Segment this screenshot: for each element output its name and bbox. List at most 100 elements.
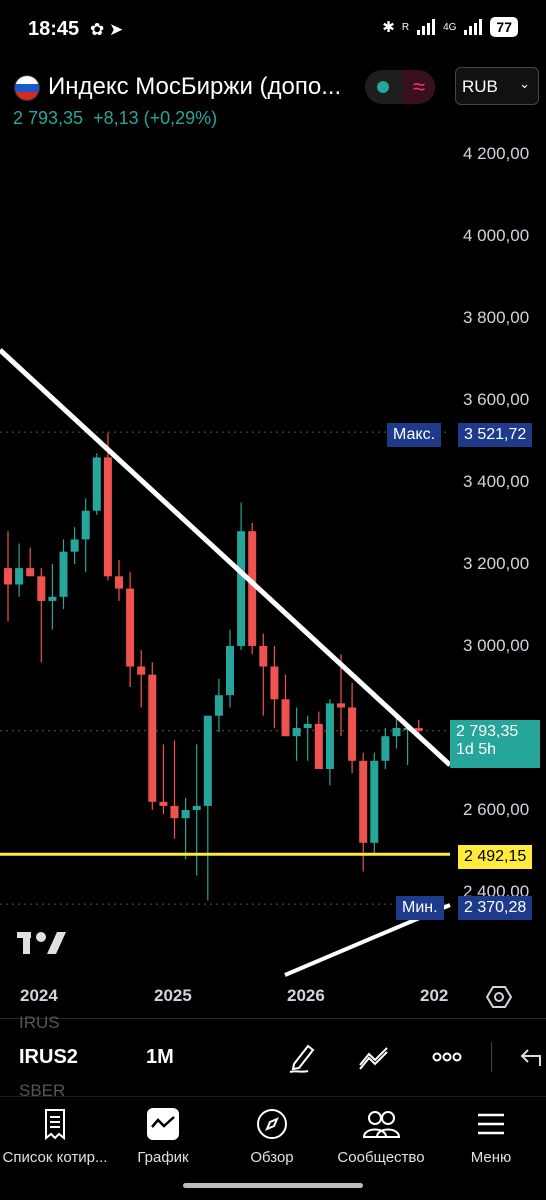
nav-watchlist[interactable]: Список котир...: [0, 1107, 110, 1166]
home-indicator: [183, 1183, 363, 1188]
candle-body: [337, 703, 345, 708]
price-chart[interactable]: [0, 130, 546, 980]
menu-icon: [478, 1113, 504, 1135]
chart-settings-icon[interactable]: [486, 984, 512, 1010]
candle-body: [26, 568, 35, 577]
level-line-tag: 2 492,15: [458, 845, 533, 869]
tradingview-logo-icon: [17, 932, 66, 954]
nav-menu[interactable]: Меню: [436, 1107, 546, 1166]
nav-label: Обзор: [250, 1149, 294, 1166]
battery-icon: 77: [490, 17, 518, 37]
time-label-2025: 2025: [154, 986, 192, 1005]
community-icon: [362, 1111, 401, 1138]
wave-icon: ≈: [403, 70, 435, 104]
nav-overview[interactable]: Обзор: [217, 1107, 327, 1166]
signal-icon: [417, 19, 436, 35]
candle-body: [15, 568, 24, 585]
candle-body: [237, 531, 246, 646]
nav-community[interactable]: Сообщество: [326, 1107, 436, 1166]
send-icon: ➤: [108, 20, 124, 39]
candle-body: [292, 728, 301, 737]
candle-body: [303, 723, 312, 728]
nav-label: Меню: [470, 1149, 512, 1166]
current-price-value: 2 793,35: [456, 723, 519, 740]
draw-pencil-icon[interactable]: [286, 1040, 320, 1074]
candle-body: [192, 805, 201, 810]
watchlist-icon: [45, 1109, 65, 1141]
time-label-2026: 2026: [287, 986, 325, 1005]
candle-body: [370, 760, 379, 843]
status-right-icons: ✱ R 4G 77: [382, 17, 518, 37]
quote-line: 2 793,35 +8,13 (+0,29%): [13, 108, 217, 129]
price-axis-label: 2 600,00: [463, 800, 530, 819]
toolbar-divider: [491, 1042, 492, 1072]
russia-flag-icon: [14, 75, 40, 101]
network-label: 4G: [443, 21, 457, 33]
instrument-title[interactable]: Индекс МосБиржи (допо...: [48, 73, 342, 100]
candle-body: [214, 695, 223, 716]
candle-body: [37, 576, 46, 601]
market-open-icon: [377, 81, 389, 93]
min-tag-label: Мин.: [396, 896, 444, 920]
candle-body: [59, 551, 68, 597]
candle-body: [126, 588, 135, 667]
time-label-2024: 2024: [20, 986, 58, 1005]
candle-body: [115, 576, 123, 589]
bluetooth-icon: ✱: [382, 19, 395, 36]
price-axis-label: 4 000,00: [463, 226, 530, 245]
candle-body: [248, 531, 257, 646]
candle-body: [325, 703, 334, 769]
nav-label: Сообщество: [337, 1149, 425, 1166]
candle-body: [414, 728, 423, 731]
candle-body: [92, 457, 101, 511]
candle-body: [348, 707, 357, 761]
last-price: 2 793,35: [13, 108, 84, 128]
candle-body: [137, 666, 146, 675]
candle-body: [48, 596, 57, 601]
min-tag-value: 2 370,28: [458, 896, 533, 920]
price-axis-label: 3 200,00: [463, 554, 530, 573]
signal-icon-2: [464, 19, 483, 35]
flower-icon: ✿: [90, 20, 105, 39]
candle-body: [259, 646, 268, 667]
more-icon[interactable]: [430, 1040, 464, 1074]
bar-countdown: 1d 5h: [456, 741, 497, 758]
candle-body: [281, 699, 290, 737]
undo-icon[interactable]: [518, 1044, 544, 1070]
candle-body: [314, 723, 323, 769]
price-axis-label: 3 400,00: [463, 472, 530, 491]
status-notification-icons: ✿ ➤: [90, 20, 123, 40]
bottom-nav: Список котир... График Обзор Сообщество …: [0, 1096, 546, 1200]
candle-body: [103, 457, 112, 577]
price-change: +8,13 (+0,29%): [93, 108, 218, 128]
current-price-tag: 2 793,35 1d 5h: [450, 720, 540, 768]
market-status-toggle[interactable]: ≈: [365, 70, 435, 104]
max-tag-label: Макс.: [387, 423, 442, 447]
candle-body: [148, 674, 157, 802]
candle-body: [381, 736, 390, 761]
max-tag-value: 3 521,72: [458, 423, 533, 447]
nav-label: Список котир...: [2, 1149, 108, 1166]
candle-body: [70, 539, 79, 552]
price-axis-label: 3 000,00: [463, 636, 530, 655]
currency-value: RUB: [462, 77, 498, 96]
compass-icon: [257, 1109, 287, 1139]
nav-chart[interactable]: График: [108, 1107, 218, 1166]
candle-body: [170, 805, 179, 819]
chevron-down-icon: ⌄: [519, 76, 530, 91]
interval-button[interactable]: 1M: [146, 1046, 174, 1068]
currency-select[interactable]: RUB ⌄: [455, 67, 539, 105]
chart-icon: [147, 1108, 179, 1140]
candle-body: [159, 801, 168, 806]
indicators-icon[interactable]: [357, 1040, 391, 1074]
candle-body: [392, 728, 401, 737]
price-axis-label: 4 200,00: [463, 144, 530, 163]
candle-body: [226, 646, 234, 696]
ghost-symbol-bottom: SBER: [19, 1081, 66, 1100]
symbol-button[interactable]: IRUS2: [19, 1046, 78, 1068]
candle-body: [270, 666, 279, 700]
roaming-label: R: [401, 21, 410, 33]
ghost-symbol-top: IRUS: [19, 1013, 60, 1032]
price-axis-label: 3 600,00: [463, 390, 530, 409]
candle-body: [203, 715, 212, 806]
